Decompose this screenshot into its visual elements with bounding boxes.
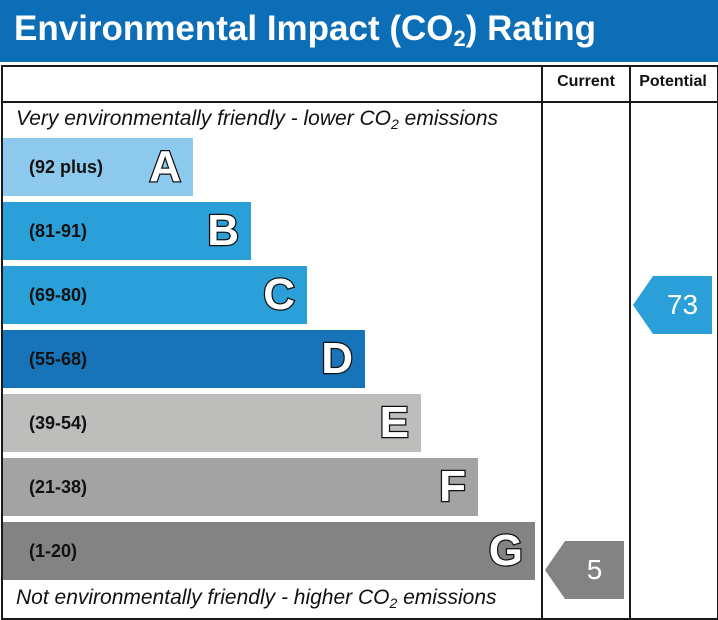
current-rating-arrow: 5 (545, 541, 624, 599)
band-letter: F (438, 461, 467, 513)
current-column-header: Current (557, 73, 615, 90)
band-range: (69-80) (29, 285, 88, 305)
band-b: (81-91) B (3, 202, 251, 260)
band-letter: B (206, 205, 240, 257)
band-d: (55-68) D (3, 330, 365, 388)
bottom-note: Not environmentally friendly - higher CO… (16, 586, 497, 611)
current-rating-value: 5 (586, 554, 603, 585)
potential-rating-value: 73 (666, 289, 699, 320)
potential-column-header: Potential (639, 73, 707, 90)
band-letter: E (378, 397, 410, 449)
band-f: (21-38) F (3, 458, 478, 516)
current-column-divider (541, 65, 543, 620)
header-bar: Environmental Impact (CO2) Rating (0, 0, 718, 62)
band-a: (92 plus) A (3, 138, 193, 196)
band-range: (92 plus) (29, 157, 104, 177)
band-letter: G (488, 525, 525, 577)
band-letter: C (262, 269, 296, 321)
chart-title: Environmental Impact (CO2) Rating (14, 9, 597, 51)
band-c: (69-80) C (3, 266, 307, 324)
top-note: Very environmentally friendly - lower CO… (16, 107, 499, 132)
potential-column-divider (629, 65, 631, 620)
band-range: (55-68) (29, 349, 88, 369)
band-range: (39-54) (29, 413, 88, 433)
band-letter: D (320, 333, 354, 385)
band-range: (1-20) (29, 541, 78, 561)
band-g: (1-20) G (3, 522, 535, 580)
band-range: (81-91) (29, 221, 88, 241)
header-row-divider (1, 101, 717, 103)
band-range: (21-38) (29, 477, 88, 497)
band-e: (39-54) E (3, 394, 421, 452)
band-letter: A (148, 141, 182, 193)
